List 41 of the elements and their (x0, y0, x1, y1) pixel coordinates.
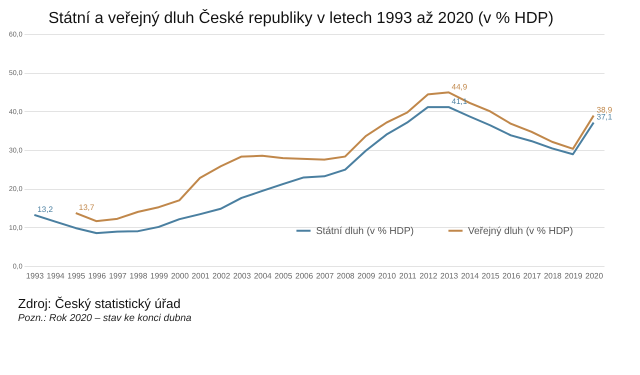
x-tick-label: 2011 (399, 272, 417, 280)
text: Pozn.: Rok 2020 – stav ke konci dubna (18, 313, 192, 324)
x-tick-label: 2006 (295, 272, 314, 280)
legend-label: Veřejný dluh (v % HDP) (468, 226, 574, 237)
x-tick-label: 1999 (150, 272, 169, 280)
data-label: 13,7 (78, 203, 95, 212)
x-tick-label: 2000 (170, 272, 190, 280)
x-tick-label: 2016 (502, 272, 521, 280)
x-tick-label: 2018 (544, 272, 562, 280)
x-tick-label: 2012 (420, 272, 438, 280)
data-label: 37,1 (596, 112, 613, 122)
x-tick-label: 2010 (378, 272, 396, 280)
x-tick-label: 2007 (316, 272, 334, 280)
data-label: 13,2 (37, 204, 54, 214)
x-tick-label: 1995 (67, 272, 86, 280)
x-tick-label: 1993 (26, 272, 44, 280)
x-tick-label: 2009 (357, 272, 376, 280)
text: Zdroj: Český statistický úřad (18, 296, 182, 311)
x-tick-label: 2008 (336, 272, 356, 280)
x-tick-label: 2013 (440, 272, 459, 280)
legend-label: Státní dluh (v % HDP) (316, 226, 414, 237)
data-label: 38,9 (596, 106, 613, 115)
data-label: 44,9 (452, 82, 468, 92)
x-tick-label: 1994 (46, 272, 66, 280)
line-series (33, 106, 595, 234)
chart-title: Státní a veřejný dluh České republiky v letech 1993 až 2020 (v % HDP) (48, 9, 554, 27)
x-tick-label: 2004 (254, 272, 272, 280)
x-tick-label: 1996 (88, 272, 106, 280)
x-tick-label: 2019 (564, 272, 583, 280)
x-tick-label: 2020 (585, 272, 604, 280)
x-tick-label: 2017 (523, 272, 542, 280)
x-tick-label: 2001 (192, 272, 210, 280)
x-tick-label: 1998 (130, 272, 148, 280)
x-tick-label: 2014 (460, 272, 480, 280)
x-tick-label: 2015 (482, 272, 500, 280)
line-series (74, 91, 595, 222)
x-tick-label: 2003 (233, 272, 252, 280)
x-tick-label: 1997 (108, 272, 128, 280)
x-tick-label: 2002 (212, 272, 231, 280)
x-tick-label: 2005 (274, 272, 293, 280)
data-label: 41,1 (452, 97, 468, 106)
